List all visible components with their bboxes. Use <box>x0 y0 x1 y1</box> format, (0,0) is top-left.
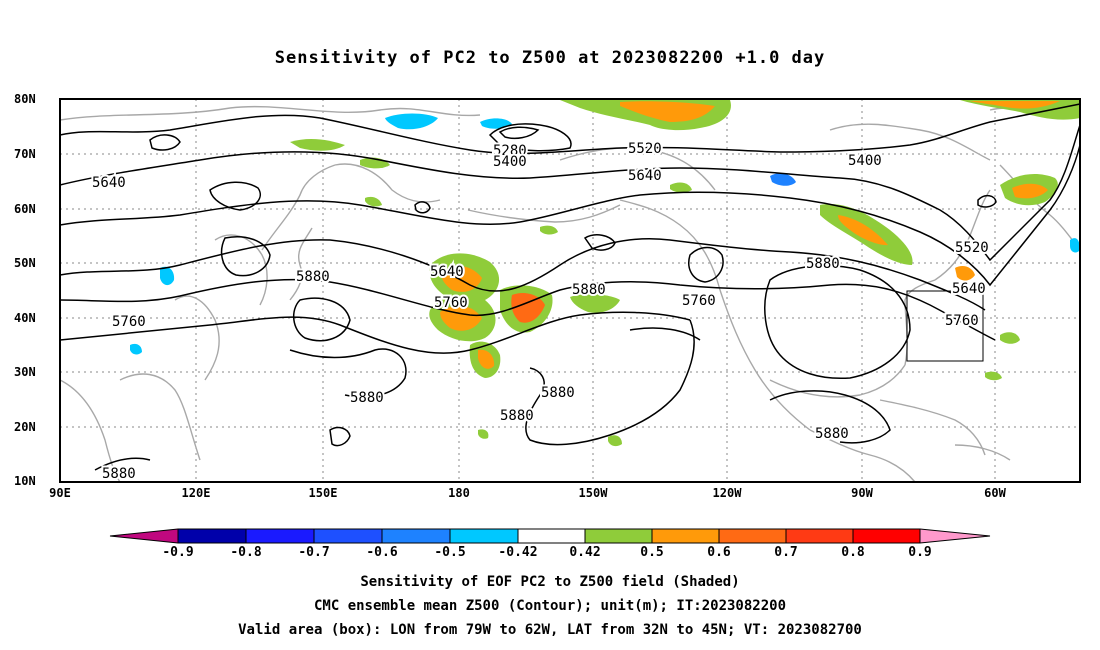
map-frame <box>59 98 1081 483</box>
colorbar-swatch <box>314 529 382 543</box>
colorbar-label: -0.42 <box>498 545 538 560</box>
lat-label: 80N <box>14 92 36 106</box>
contour-label: 5640 <box>430 264 464 280</box>
colorbar-low-arrow <box>110 529 178 543</box>
z500-contours <box>59 103 1081 471</box>
colorbar-label: 0.42 <box>569 545 601 560</box>
contour-label: 5880 <box>350 390 384 406</box>
colorbar-label: -0.8 <box>230 545 262 560</box>
colorbar-swatch <box>178 529 246 543</box>
caption-line: Valid area (box): LON from 79W to 62W, L… <box>238 622 862 638</box>
colorbar-label: -0.7 <box>298 545 330 560</box>
colorbar <box>109 528 991 544</box>
colorbar-swatch <box>518 529 585 543</box>
lon-label: 120W <box>712 486 742 500</box>
colorbar-high-arrow <box>920 529 990 543</box>
lon-label: 150E <box>308 486 338 500</box>
contour-label: 5880 <box>815 426 849 442</box>
coastlines <box>59 105 1081 483</box>
lat-label: 40N <box>14 311 36 325</box>
contour-label: 5880 <box>572 282 606 298</box>
contour-label: 5760 <box>434 295 468 311</box>
contour-label: 5760 <box>945 313 979 329</box>
contour-label: 5400 <box>848 153 882 169</box>
lon-label: 150W <box>578 486 608 500</box>
contour-label: 5760 <box>112 314 146 330</box>
contour-label: 5400 <box>493 154 527 170</box>
contour-label: 5760 <box>682 293 716 309</box>
colorbar-label: 0.9 <box>908 545 932 560</box>
contour-label: 5880 <box>541 385 575 401</box>
colorbar-label: -0.6 <box>366 545 398 560</box>
colorbar-label: 0.8 <box>841 545 865 560</box>
contour-label: 5880 <box>806 256 840 272</box>
colorbar-swatch <box>450 529 518 543</box>
gridlines <box>60 99 1080 482</box>
colorbar-swatch <box>246 529 314 543</box>
contour-label: 5280 <box>493 143 527 159</box>
colorbar-swatch <box>585 529 652 543</box>
contour-label: 5640 <box>92 175 126 191</box>
colorbar-label: 0.6 <box>707 545 731 560</box>
caption-line: CMC ensemble mean Z500 (Contour); unit(m… <box>313 598 786 614</box>
chart-title: Sensitivity of PC2 to Z500 at 2023082200… <box>274 48 826 68</box>
colorbar-swatch <box>382 529 450 543</box>
lon-label: 180 <box>448 486 470 500</box>
lon-label: 120E <box>181 486 211 500</box>
colorbar-label: -0.9 <box>162 545 194 560</box>
lat-label: 50N <box>14 256 36 270</box>
caption-line: Sensitivity of EOF PC2 to Z500 field (Sh… <box>360 574 740 590</box>
lon-label: 90E <box>49 486 71 500</box>
colorbar-swatch <box>786 529 853 543</box>
lat-label: 20N <box>14 420 36 434</box>
colorbar-label: 0.7 <box>774 545 798 560</box>
contour-label: 5880 <box>102 466 136 482</box>
colorbar-label: 0.5 <box>640 545 664 560</box>
contour-label: 5880 <box>500 408 534 424</box>
contour-label-group: 5280 5400 5520 5640 5400 5520 5640 5640 … <box>90 139 991 484</box>
lat-label: 30N <box>14 365 36 379</box>
contour-label: 5640 <box>628 168 662 184</box>
valid-area-box <box>906 290 984 362</box>
colorbar-swatch <box>853 529 920 543</box>
sensitivity-shading <box>130 98 1080 447</box>
colorbar-swatch <box>719 529 786 543</box>
lat-label: 70N <box>14 147 36 161</box>
lon-label: 90W <box>851 486 873 500</box>
contour-label: 5880 <box>296 269 330 285</box>
contour-label: 5640 <box>952 281 986 297</box>
contour-label: 5520 <box>628 141 662 157</box>
lat-label: 10N <box>14 474 36 488</box>
colorbar-swatch <box>652 529 719 543</box>
contour-label: 5520 <box>955 240 989 256</box>
colorbar-label: -0.5 <box>434 545 466 560</box>
lon-label: 60W <box>984 486 1006 500</box>
lat-label: 60N <box>14 202 36 216</box>
